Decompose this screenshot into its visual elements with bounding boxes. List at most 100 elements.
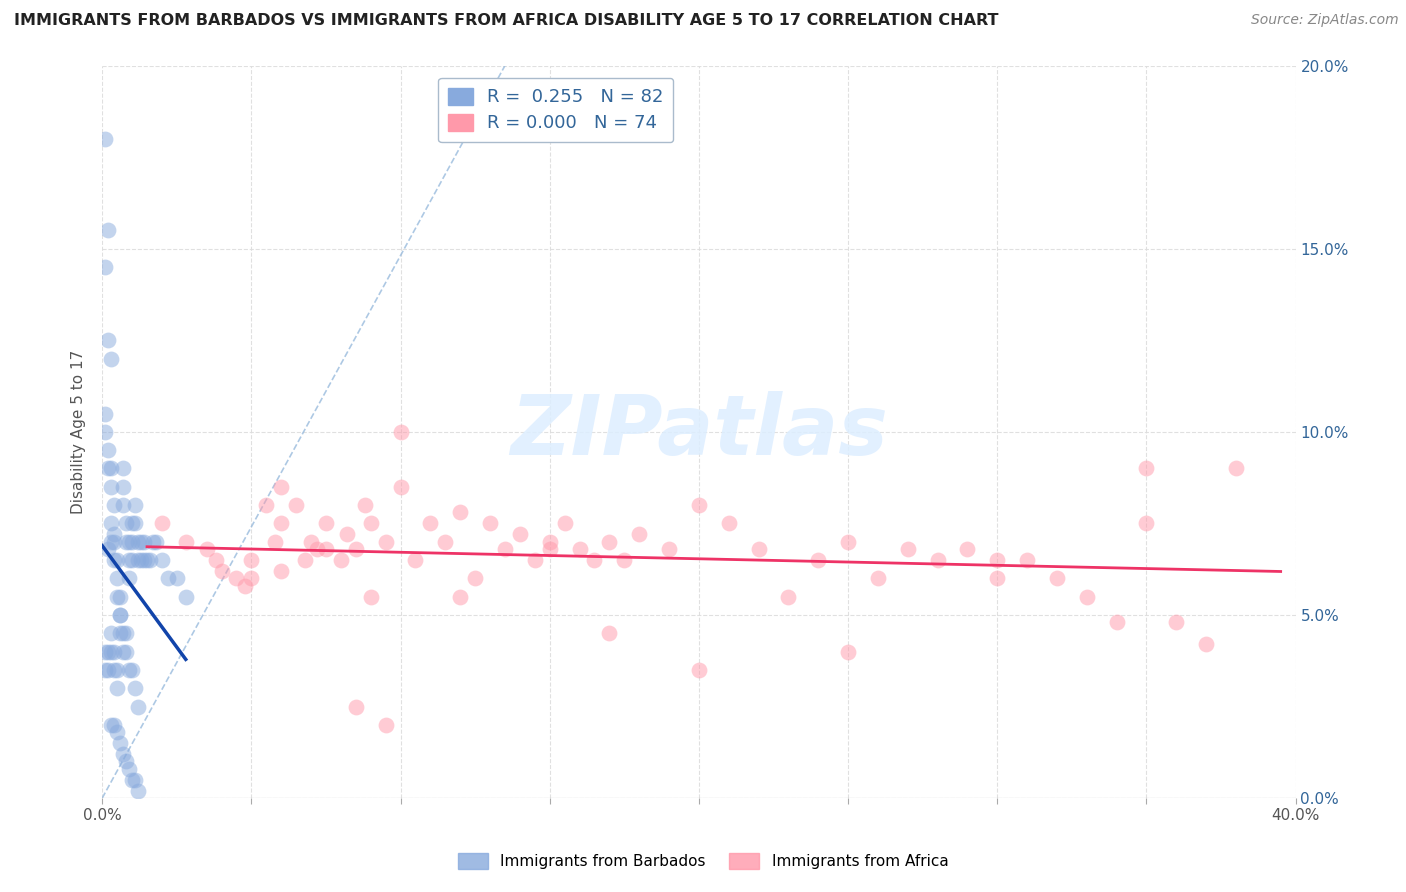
Point	[124, 516, 146, 531]
Point	[264, 534, 287, 549]
Point	[837, 644, 859, 658]
Point	[136, 553, 159, 567]
Point	[554, 516, 576, 531]
Point	[509, 527, 531, 541]
Point	[419, 516, 441, 531]
Text: Source: ZipAtlas.com: Source: ZipAtlas.com	[1251, 13, 1399, 28]
Point	[150, 553, 173, 567]
Point	[374, 718, 396, 732]
Point	[97, 333, 120, 347]
Point	[94, 260, 117, 274]
Point	[129, 534, 152, 549]
Point	[103, 527, 125, 541]
Point	[1225, 461, 1247, 475]
Point	[344, 541, 367, 556]
Point	[628, 527, 651, 541]
Point	[1105, 615, 1128, 630]
Point	[866, 571, 889, 585]
Point	[105, 681, 128, 696]
Point	[132, 553, 155, 567]
Point	[598, 626, 620, 640]
Point	[94, 425, 117, 439]
Point	[270, 480, 292, 494]
Point	[115, 755, 138, 769]
Point	[156, 571, 179, 585]
Point	[112, 498, 135, 512]
Point	[174, 534, 197, 549]
Point	[897, 541, 920, 556]
Point	[127, 534, 149, 549]
Point	[568, 541, 591, 556]
Point	[523, 553, 546, 567]
Point	[583, 553, 606, 567]
Point	[97, 223, 120, 237]
Point	[305, 541, 328, 556]
Point	[449, 590, 471, 604]
Point	[94, 407, 117, 421]
Point	[538, 541, 561, 556]
Point	[294, 553, 316, 567]
Point	[204, 553, 226, 567]
Point	[112, 626, 135, 640]
Point	[494, 541, 516, 556]
Point	[360, 516, 382, 531]
Point	[837, 534, 859, 549]
Point	[225, 571, 247, 585]
Point	[121, 516, 143, 531]
Point	[389, 425, 412, 439]
Point	[115, 534, 138, 549]
Point	[449, 505, 471, 519]
Point	[986, 571, 1008, 585]
Point	[986, 553, 1008, 567]
Point	[150, 516, 173, 531]
Point	[956, 541, 979, 556]
Point	[778, 590, 800, 604]
Point	[103, 644, 125, 658]
Point	[118, 553, 141, 567]
Point	[97, 461, 120, 475]
Point	[108, 736, 131, 750]
Point	[100, 644, 122, 658]
Point	[927, 553, 949, 567]
Point	[717, 516, 740, 531]
Point	[299, 534, 322, 549]
Point	[105, 590, 128, 604]
Y-axis label: Disability Age 5 to 17: Disability Age 5 to 17	[72, 350, 86, 514]
Point	[100, 516, 122, 531]
Point	[100, 626, 122, 640]
Point	[1166, 615, 1188, 630]
Point	[688, 498, 710, 512]
Point	[112, 747, 135, 761]
Point	[336, 527, 359, 541]
Point	[118, 534, 141, 549]
Point	[108, 607, 131, 622]
Point	[100, 461, 122, 475]
Legend: Immigrants from Barbados, Immigrants from Africa: Immigrants from Barbados, Immigrants fro…	[451, 847, 955, 875]
Point	[105, 725, 128, 739]
Point	[748, 541, 770, 556]
Point	[658, 541, 681, 556]
Point	[121, 663, 143, 677]
Point	[97, 644, 120, 658]
Point	[807, 553, 830, 567]
Point	[464, 571, 486, 585]
Point	[1076, 590, 1098, 604]
Point	[127, 699, 149, 714]
Point	[1195, 637, 1218, 651]
Point	[166, 571, 188, 585]
Point	[329, 553, 352, 567]
Point	[353, 498, 375, 512]
Point	[94, 663, 117, 677]
Point	[108, 626, 131, 640]
Point	[115, 626, 138, 640]
Point	[94, 644, 117, 658]
Point	[1135, 516, 1157, 531]
Point	[174, 590, 197, 604]
Point	[105, 571, 128, 585]
Point	[404, 553, 426, 567]
Point	[479, 516, 502, 531]
Point	[97, 443, 120, 458]
Point	[344, 699, 367, 714]
Point	[112, 461, 135, 475]
Point	[1015, 553, 1038, 567]
